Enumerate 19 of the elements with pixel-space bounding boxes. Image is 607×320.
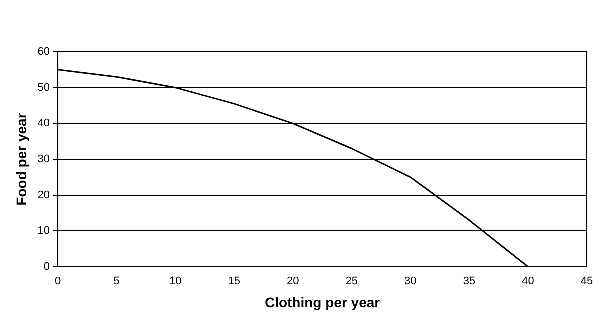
x-tick-label: 10 [169,276,182,288]
y-tick-label: 0 [44,261,50,274]
x-tick-label: 40 [522,276,534,288]
x-axis-title: Clothing per year [264,294,381,310]
x-tick-label: 5 [114,276,120,288]
x-tick-label: 30 [404,276,417,288]
x-tick-label: 35 [463,276,476,288]
y-tick-label: 20 [38,189,50,202]
y-tick-label: 50 [38,82,50,94]
x-tick-label: 15 [228,276,240,288]
y-axis-title: Food per year [13,112,30,206]
y-tick-label: 60 [38,46,50,58]
y-tick-label: 10 [38,225,50,238]
y-tick-label: 30 [38,154,50,166]
x-tick-label: 0 [54,276,62,288]
y-tick-label: 40 [38,118,50,130]
x-tick-label: 45 [580,276,594,288]
x-tick-label: 20 [287,276,300,288]
x-tick-label: 25 [346,276,358,288]
